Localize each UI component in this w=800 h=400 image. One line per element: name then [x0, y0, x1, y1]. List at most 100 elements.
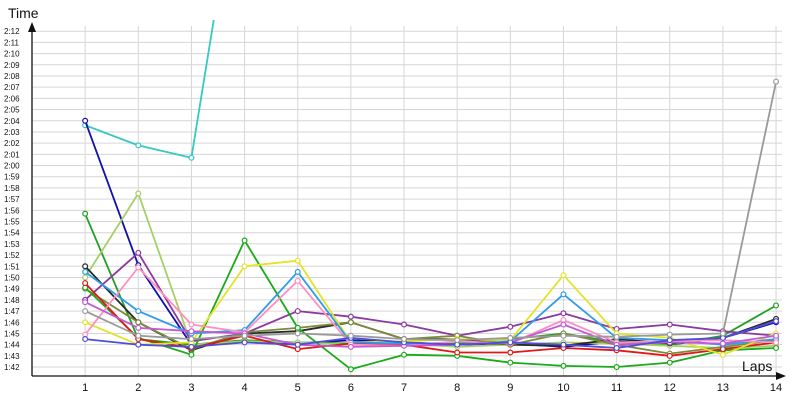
x-tick-label: 12	[664, 382, 676, 394]
data-point	[294, 341, 301, 348]
x-tick-label: 10	[557, 382, 569, 394]
data-point	[188, 321, 195, 328]
y-tick-label: 1:55	[4, 218, 20, 227]
y-axis-title: Time	[8, 5, 39, 21]
series-14	[82, 318, 780, 352]
data-point	[560, 291, 567, 298]
data-point	[82, 210, 89, 217]
data-point	[401, 321, 408, 328]
data-point	[773, 78, 780, 85]
data-point	[82, 274, 89, 281]
y-tick-label: 2:03	[4, 128, 20, 137]
y-tick-label: 2:12	[4, 27, 20, 36]
y-tick-label: 1:44	[4, 341, 20, 350]
data-point	[507, 349, 514, 356]
data-point	[560, 341, 567, 348]
data-point	[82, 308, 89, 315]
data-point	[401, 336, 408, 343]
y-tick-label: 1:49	[4, 285, 20, 294]
x-tick-label: 3	[188, 382, 194, 394]
x-tick-label: 7	[401, 382, 407, 394]
series-line	[84, 20, 215, 159]
data-point	[188, 351, 195, 358]
y-tick-label: 2:00	[4, 162, 20, 171]
data-point	[560, 362, 567, 369]
data-point	[135, 249, 142, 256]
data-point	[454, 337, 461, 344]
x-tick-label: 11	[611, 382, 622, 394]
data-point	[241, 332, 248, 339]
data-point	[560, 272, 567, 279]
x-axis-title: Laps	[742, 358, 772, 374]
x-tick-labels: 1 2 3 4 5 6 7 8 9 10 11 12 13 14	[82, 382, 782, 394]
x-tick-label: 9	[507, 382, 513, 394]
data-point	[613, 345, 620, 352]
x-tick-label: 1	[82, 382, 88, 394]
data-point	[507, 323, 514, 330]
data-point	[135, 264, 142, 271]
data-point	[135, 324, 142, 331]
data-point	[188, 154, 195, 161]
data-point	[719, 330, 726, 337]
x-tick-label: 6	[348, 382, 354, 394]
y-tick-label: 1:51	[4, 262, 20, 271]
data-point	[560, 310, 567, 317]
data-point	[666, 359, 673, 366]
y-tick-label: 2:10	[4, 50, 20, 59]
y-tick-label: 1:46	[4, 318, 20, 327]
data-point	[82, 280, 89, 287]
data-point	[294, 308, 301, 315]
data-point	[560, 321, 567, 328]
series-15	[82, 78, 780, 344]
data-point	[347, 366, 354, 373]
x-axis-arrow	[776, 372, 786, 380]
x-tick-label: 4	[242, 382, 248, 394]
series-line	[84, 301, 777, 348]
data-point	[666, 321, 673, 328]
series-6	[82, 249, 780, 345]
y-tick-label: 2:06	[4, 94, 20, 103]
y-tick-label: 1:48	[4, 296, 20, 305]
y-tick-label: 1:57	[4, 195, 20, 204]
y-tick-label: 1:54	[4, 229, 20, 238]
data-point	[135, 142, 142, 149]
series-3	[82, 210, 780, 348]
x-tick-label: 8	[454, 382, 460, 394]
y-tick-label: 2:05	[4, 106, 20, 115]
y-tick-label: 2:04	[4, 117, 20, 126]
series-8	[82, 237, 780, 373]
data-point	[82, 117, 89, 124]
data-point	[347, 319, 354, 326]
series-lines	[82, 20, 780, 373]
data-point	[135, 332, 142, 339]
y-tick-label: 1:47	[4, 307, 20, 316]
y-axis-arrow	[28, 22, 36, 32]
data-point	[294, 257, 301, 264]
data-point	[507, 334, 514, 341]
data-point	[188, 343, 195, 350]
y-tick-label: 1:42	[4, 363, 20, 372]
data-point	[188, 328, 195, 335]
y-tick-label: 2:08	[4, 72, 20, 81]
data-point	[82, 319, 89, 326]
y-tick-label: 2:11	[4, 38, 20, 47]
y-tick-label: 2:02	[4, 139, 20, 148]
data-point	[666, 331, 673, 338]
series-line	[84, 239, 777, 371]
data-point	[188, 336, 195, 343]
y-tick-label: 1:50	[4, 273, 20, 282]
data-point	[613, 333, 620, 340]
data-point	[241, 237, 248, 244]
data-point	[719, 340, 726, 347]
data-point	[135, 319, 142, 326]
y-tick-label: 2:07	[4, 83, 20, 92]
data-point	[347, 332, 354, 339]
data-point	[82, 299, 89, 306]
y-tick-label: 1:53	[4, 240, 20, 249]
y-tick-label: 1:58	[4, 184, 20, 193]
data-point	[241, 339, 248, 346]
data-point	[347, 313, 354, 320]
y-tick-label: 1:52	[4, 251, 20, 260]
series-line	[84, 81, 777, 342]
